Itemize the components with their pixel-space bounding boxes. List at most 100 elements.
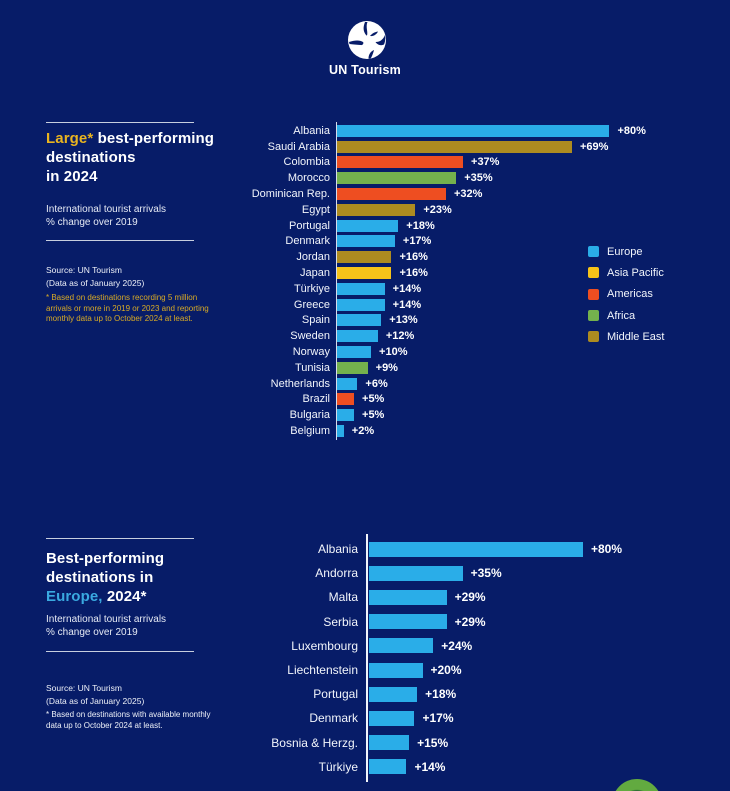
bar-label: Albania (293, 124, 330, 137)
legend-swatch (588, 331, 599, 343)
legend-swatch (588, 267, 599, 279)
chart-row: Malta +29% (150, 585, 622, 609)
chart-row: Belgium +2% (150, 423, 646, 439)
bar-label: Liechtenstein (287, 663, 358, 678)
chart-bottom-axis (366, 534, 368, 782)
legend-item: Middle East (588, 326, 664, 347)
bar (369, 686, 418, 702)
bar-label: Albania (317, 542, 358, 557)
bar (337, 409, 355, 422)
bar-value: +14% (414, 759, 446, 774)
chart-row: Saudi Arabia +69% (150, 139, 646, 155)
bar (337, 425, 344, 438)
bar-value: +35% (464, 172, 493, 185)
bar-value: +37% (471, 156, 500, 169)
divider (46, 651, 194, 652)
bar (337, 188, 446, 201)
bar-value: +16% (399, 267, 428, 280)
legend-item: Americas (588, 284, 664, 305)
chart-row: Jordan +16% (150, 249, 646, 265)
bar-value: +14% (392, 282, 422, 295)
chart-row: Colombia +37% (150, 155, 646, 171)
bar-label: Netherlands (270, 377, 330, 390)
chart-row: Denmark +17% (150, 234, 646, 250)
chart-row: Brazil +5% (150, 392, 646, 408)
bar-label: Jordan (296, 251, 330, 264)
chart-row: Portugal +18% (150, 218, 646, 234)
bar (337, 235, 395, 248)
chart-row: Bulgaria +5% (150, 407, 646, 423)
divider (46, 122, 194, 123)
bar-value: +24% (441, 638, 473, 653)
chart-large-destinations: Albania +80% Saudi Arabia +69% Colombia +37% M… (150, 123, 646, 439)
bar-label: Sweden (290, 330, 330, 343)
chart-bottom-source: Source: UN Tourism (Data as of January 2… (46, 683, 145, 706)
chart-row: Egypt +23% (150, 202, 646, 218)
bar (337, 267, 392, 280)
bar-label: Denmark (285, 235, 330, 248)
bar (369, 759, 407, 775)
bar-label: Bosnia & Herzg. (271, 735, 358, 750)
bar (337, 203, 416, 216)
bar-value: +2% (351, 425, 375, 438)
chart-row: Dominican Rep. +32% (150, 186, 646, 202)
bar-value: +18% (406, 219, 435, 232)
bar (337, 330, 378, 343)
bar-label: Serbia (323, 614, 358, 629)
bar-label: Malta (328, 590, 358, 605)
bar-value: +35% (470, 566, 502, 581)
chart-top-axis (336, 122, 337, 440)
chart-row: Albania +80% (150, 123, 646, 139)
bar-value: +13% (389, 314, 418, 327)
legend-label: Europe (607, 245, 643, 258)
un-tourism-logo (347, 20, 387, 60)
bar (337, 219, 399, 232)
divider (46, 538, 194, 539)
chart-row: Bosnia & Herzg. +15% (150, 731, 622, 755)
title-accent: Europe, (46, 588, 103, 605)
bar (337, 314, 382, 327)
bar (337, 124, 610, 137)
chart-row: Greece +14% (150, 297, 646, 313)
chart-row: Türkiye +14% (150, 281, 646, 297)
bar-value: +17% (402, 235, 432, 248)
bar (337, 361, 368, 374)
bar-value: +5% (362, 409, 385, 422)
bar (337, 172, 457, 185)
bar-value: +14% (392, 298, 422, 311)
chart-top-footnote: * Based on destinations recording 5 mill… (46, 293, 209, 323)
bar-value: +9% (375, 361, 398, 374)
legend-swatch (588, 246, 599, 258)
bar-label: Türkiye (318, 759, 358, 774)
bar (369, 614, 447, 630)
bar-value: +5% (362, 393, 385, 406)
chart-row: Norway +10% (150, 344, 646, 360)
bar (337, 346, 372, 359)
bar-value: +16% (399, 251, 428, 264)
bar (337, 298, 385, 311)
chart-bottom-footnote: * Based on destinations with available m… (46, 710, 211, 730)
bar-label: Norway (292, 346, 330, 359)
bar (337, 282, 385, 295)
bar (369, 565, 463, 581)
bar (369, 710, 415, 726)
bar (369, 735, 410, 751)
bar-value: +29% (454, 614, 486, 629)
chart-top-source: Source: UN Tourism (Data as of January 2… (46, 265, 145, 288)
legend-item: Asia Pacific (588, 262, 664, 283)
bar-value: +80% (617, 124, 646, 137)
legend-label: Middle East (607, 330, 665, 343)
bar-value: +12% (385, 330, 415, 343)
legend-label: Africa (607, 309, 636, 322)
bar-value: +20% (430, 663, 462, 678)
bar (337, 377, 358, 390)
bar-label: Colombia (283, 156, 330, 169)
brand-title: UN Tourism (329, 63, 401, 77)
bar (369, 589, 447, 605)
chart-row: Spain +13% (150, 313, 646, 329)
bar-label: Tunisia (294, 361, 330, 374)
partial-green-logo-icon (612, 779, 662, 791)
bar-label: Egypt (301, 203, 330, 216)
bar-label: Brazil (302, 393, 330, 406)
bar (369, 541, 583, 557)
